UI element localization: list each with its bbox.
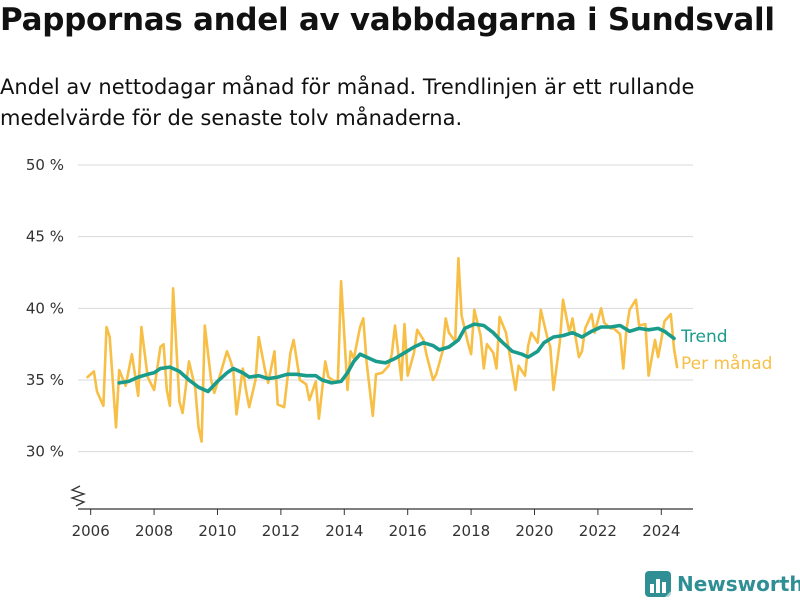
x-tick-label: 2010 [198, 522, 236, 540]
legend-label-trend: Trend [680, 327, 728, 347]
monthly-line [86, 256, 679, 443]
x-tick-label: 2016 [389, 522, 427, 540]
y-tick-label: 30 % [26, 443, 64, 461]
legend-label-monthly: Per månad [681, 353, 772, 374]
x-tick-label: 2024 [642, 522, 680, 540]
x-tick-label: 2018 [452, 522, 490, 540]
y-tick-label: 40 % [26, 299, 64, 317]
y-tick-label: 45 % [26, 228, 64, 246]
x-tick-label: 2020 [515, 522, 553, 540]
trend-line [117, 322, 676, 394]
x-tick-label: 2008 [135, 522, 173, 540]
x-tick-label: 2006 [72, 522, 110, 540]
x-tick-label: 2022 [579, 522, 617, 540]
x-tick-label: 2014 [325, 522, 363, 540]
newsworthy-logo-icon [645, 571, 671, 597]
brand-logo: Newsworthy [645, 570, 800, 598]
chart-subtitle: Andel av nettodagar månad för månad. Tre… [0, 75, 695, 130]
axis-break-icon [69, 485, 87, 507]
y-tick-label: 35 % [26, 371, 64, 389]
chart-title: Pappornas andel av vabbdagarna i Sundsva… [0, 2, 775, 38]
brand-name: Newsworthy [677, 572, 800, 596]
y-tick-label: 50 % [26, 156, 64, 174]
x-tick-label: 2012 [262, 522, 300, 540]
